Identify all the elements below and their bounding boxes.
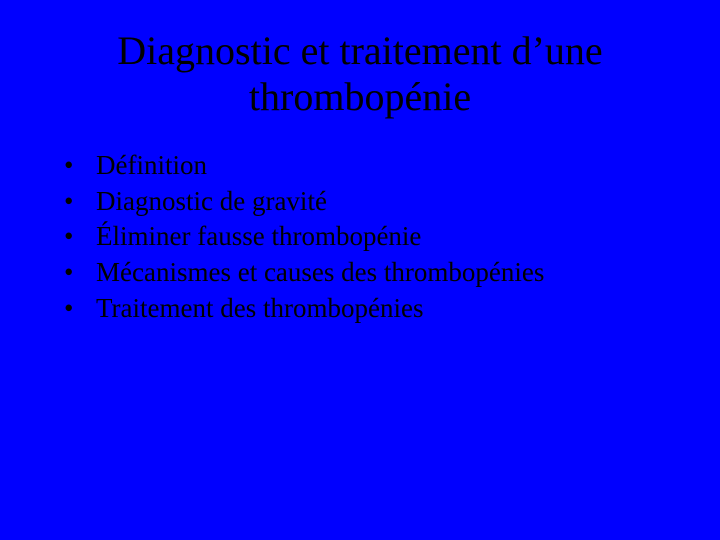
bullet-text: Définition [96, 148, 207, 184]
bullet-icon: • [64, 184, 96, 220]
bullet-icon: • [64, 148, 96, 184]
slide-title: Diagnostic et traitement d’une thrombopé… [60, 28, 660, 120]
slide: Diagnostic et traitement d’une thrombopé… [0, 0, 720, 540]
bullet-text: Éliminer fausse thrombopénie [96, 219, 421, 255]
bullet-icon: • [64, 291, 96, 327]
list-item: • Traitement des thrombopénies [64, 291, 660, 327]
bullet-text: Mécanismes et causes des thrombopénies [96, 255, 544, 291]
bullet-icon: • [64, 255, 96, 291]
list-item: • Éliminer fausse thrombopénie [64, 219, 660, 255]
bullet-text: Diagnostic de gravité [96, 184, 327, 220]
list-item: • Mécanismes et causes des thrombopénies [64, 255, 660, 291]
bullet-list: • Définition • Diagnostic de gravité • É… [64, 148, 660, 326]
title-line-2: thrombopénie [249, 74, 471, 119]
list-item: • Diagnostic de gravité [64, 184, 660, 220]
list-item: • Définition [64, 148, 660, 184]
title-line-1: Diagnostic et traitement d’une [117, 28, 602, 73]
bullet-icon: • [64, 219, 96, 255]
bullet-text: Traitement des thrombopénies [96, 291, 423, 327]
